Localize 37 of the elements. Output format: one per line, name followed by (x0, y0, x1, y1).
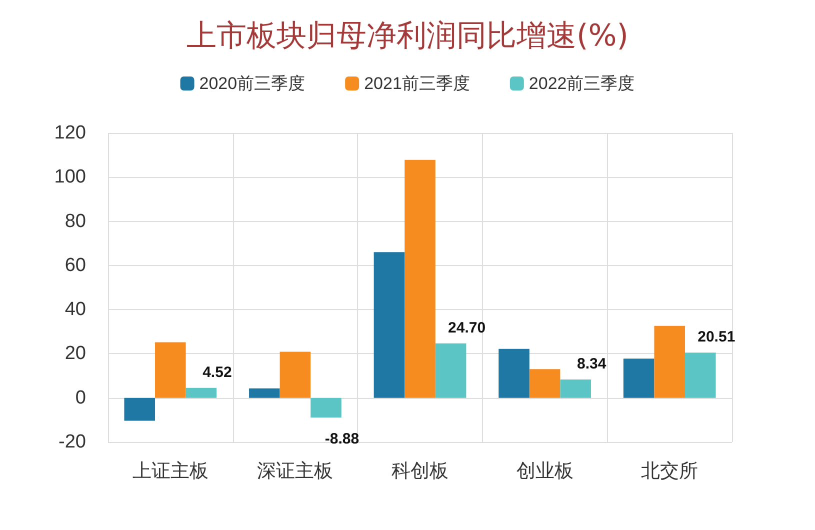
y-tick-label: 100 (54, 166, 86, 188)
data-label: -8.88 (324, 430, 360, 448)
bar (623, 358, 654, 398)
bar (654, 326, 685, 398)
bar (498, 348, 530, 398)
bar (560, 379, 591, 398)
bar (404, 160, 436, 398)
y-tick-label: 120 (54, 122, 86, 144)
bar (249, 388, 280, 398)
bar (186, 388, 217, 398)
x-tick-label: 创业板 (516, 461, 574, 482)
y-tick-label: 60 (64, 254, 86, 276)
y-tick-label: 80 (64, 210, 86, 232)
x-tick-label: 上证主板 (132, 460, 208, 482)
data-label: 24.70 (448, 319, 486, 336)
x-tick-label: 科创板 (392, 461, 448, 482)
y-tick-label: 40 (64, 299, 86, 320)
data-label: 8.34 (576, 355, 607, 372)
bar (529, 369, 560, 398)
data-label: 20.51 (698, 328, 736, 346)
bar (280, 352, 311, 398)
legend-label: 2020前三季度 (199, 74, 306, 93)
legend-label: 2021前三季度 (364, 74, 470, 93)
data-label: 4.52 (202, 364, 232, 381)
y-tick-label: 20 (64, 343, 86, 364)
bar (684, 352, 716, 398)
y-tick-label: 0 (75, 387, 86, 408)
bar (435, 343, 466, 398)
bar (374, 252, 405, 398)
bar (124, 398, 156, 421)
y-tick-label: -20 (58, 432, 86, 452)
bar (310, 398, 342, 418)
chart-title: 上市板块归母净利润同比增速(%) (186, 18, 628, 54)
x-tick-label: 北交所 (641, 460, 698, 482)
legend-label: 2022前三季度 (528, 74, 635, 93)
bar (155, 342, 186, 398)
x-tick-label: 深证主板 (257, 460, 334, 482)
